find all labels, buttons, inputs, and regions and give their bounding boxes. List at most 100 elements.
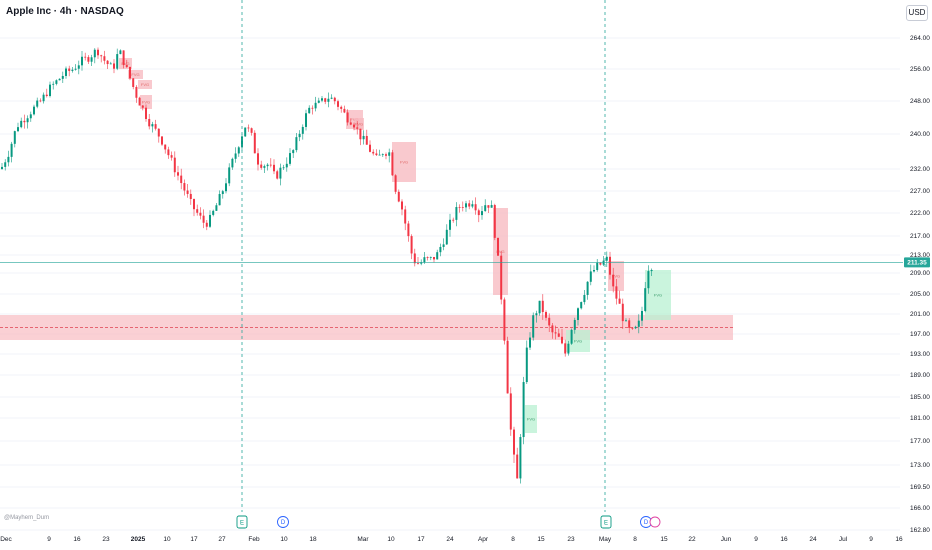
last-price-label: 211.35 [907,260,927,267]
fvg-label: FVG [121,61,129,66]
candle-body [618,298,621,304]
candle-body [429,256,432,258]
fvg-zone [354,118,364,130]
candle-body [353,124,355,128]
y-tick-label: 185.00 [910,394,930,401]
fvg-zone [128,70,143,79]
time-axis[interactable]: Dec 9 16 23 2025 10 17 27 Feb 10 18 Mar 10 17 24 Apr 8 15… [0,536,903,543]
candle-body [13,131,16,144]
y-tick-label: 222.00 [910,210,930,217]
candle-body [445,229,448,245]
candle-body [644,288,647,311]
y-tick-label: 217.00 [910,233,930,240]
x-tick-label: 16 [780,536,788,543]
candle-body [436,252,439,260]
y-tick-label: 173.00 [910,462,930,469]
candle-body [234,153,237,159]
candle-body [231,158,234,168]
candle-body [167,149,170,156]
candle-body [461,207,464,208]
candle-body [567,343,570,354]
candle-body [545,312,547,318]
candle-body [458,207,461,208]
candle-body [410,236,413,254]
candle-body [506,340,509,394]
candle-body [349,122,352,125]
y-tick-label: 189.00 [910,372,930,379]
y-tick-label: 166.00 [910,505,930,512]
candle-body [84,56,87,58]
fvg-zone [525,405,537,433]
candle-body [68,68,71,71]
x-tick-label: 17 [417,536,425,543]
y-tick-label: 213.00 [910,252,930,259]
candle-body [215,205,218,211]
fvg-label: FVG [496,249,504,254]
candle-body [401,201,403,210]
candle-body [529,337,531,348]
candle-body [343,108,346,113]
candle-body [513,429,515,455]
candle-body [151,124,154,127]
candle-body [417,263,419,265]
y-tick-label: 181.00 [910,415,930,422]
x-tick-label: Jul [839,536,848,543]
candle-body [260,164,263,168]
x-tick-label: Mar [357,536,369,543]
candle-body [42,94,45,102]
price-axis[interactable]: 264.00 256.00 248.00 240.00 232.00 227.00 222.… [904,35,930,534]
candle-body [525,347,528,383]
candle-body [337,101,339,107]
x-tick-label: 9 [47,536,51,543]
candle-body [125,65,128,67]
candle-body [378,154,381,156]
candle-body [148,118,151,127]
dividend-event-label: D [281,520,286,526]
candle-body [103,56,106,61]
y-tick-label: 248.00 [910,98,930,105]
candle-body [58,78,61,81]
candle-body [586,281,589,295]
currency-button[interactable]: USD [906,5,928,21]
candle-body [365,135,368,145]
candle-body [93,49,96,58]
candle-body [605,256,608,261]
y-tick-label: 240.00 [910,131,930,138]
x-tick-label: 10 [163,536,171,543]
candle-body [554,332,557,334]
candle-body [119,50,122,55]
candle-body [90,57,93,62]
candle-body [65,68,67,76]
candle-body [122,50,125,66]
x-tick-label: 15 [660,536,668,543]
author-watermark: @Mayhem_Dum [4,515,50,521]
grid-lines [0,37,900,531]
fvg-zone [119,58,132,69]
fvg-label: FVG [131,72,139,77]
candle-body [413,253,416,264]
candle-body [573,319,576,330]
fvg-zone [493,208,508,295]
candle-body [81,56,83,66]
candle-body [557,333,560,337]
y-tick-label: 201.00 [910,311,930,318]
candle-body [500,255,503,300]
candle-body [266,164,269,167]
candle-body [164,144,167,150]
candle-body [308,107,311,114]
candle-body [39,100,42,102]
candles-layer [1,47,653,484]
candle-body [23,120,26,123]
earnings-event-label: E [604,521,608,527]
candle-body [109,63,112,65]
candle-body [372,151,375,154]
candle-body [580,302,583,309]
candle-body [87,57,90,62]
earnings-event-icon [600,515,612,529]
candle-body [420,262,423,264]
fvg-label: FVG [527,417,535,422]
fvg-label: FVG [654,293,662,298]
fvg-label: FVG [141,82,149,87]
fvg-label: FVG [400,160,408,165]
